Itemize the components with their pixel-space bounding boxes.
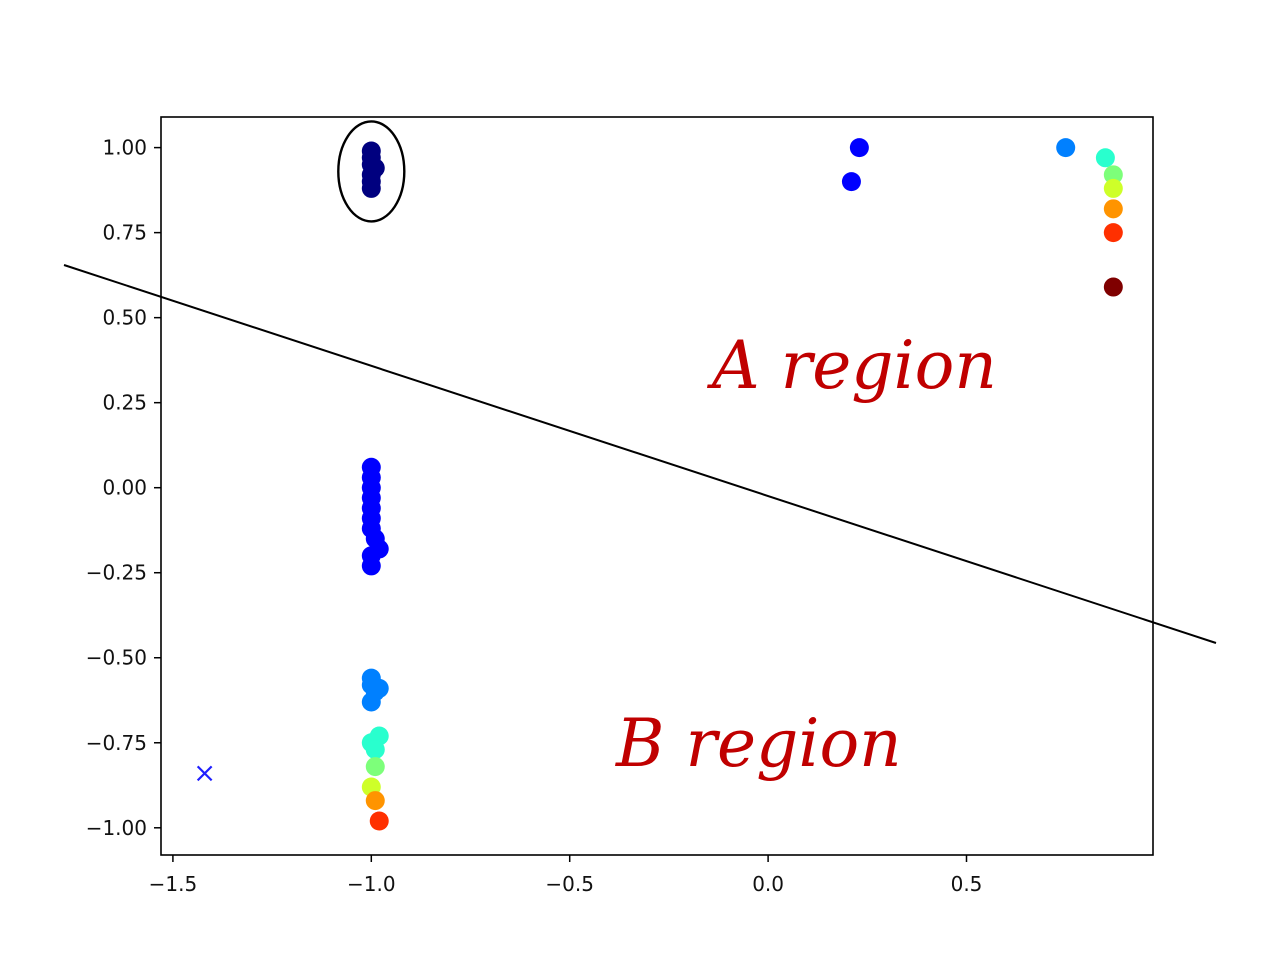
data-point [841,172,861,192]
data-point [1103,223,1123,243]
y-tick-label: 0.00 [102,476,147,500]
y-tick-label: 0.75 [102,221,147,245]
x-tick-label: −1.0 [347,872,396,896]
y-axis: 1.00 0.75 0.50 0.25 0.00 −0.25 −0.50 −0.75 −1.00 [86,136,161,840]
b-region-label: B region [615,705,902,782]
x-tick-label: 0.0 [752,872,784,896]
data-point [365,740,385,760]
data-point [1103,277,1123,297]
plot-frame [160,116,1154,856]
data-point [1103,199,1123,219]
y-tick-label: 0.50 [102,306,147,330]
data-point [1095,148,1115,168]
plot-area [161,117,1153,855]
data-point [361,556,381,576]
x-marker-stroke [196,765,213,782]
x-marker-layer [196,765,213,782]
y-tick-label: −0.50 [86,646,147,670]
data-points [361,138,1123,831]
a-region-label: A region [706,327,997,404]
x-tick-label: −1.5 [149,872,198,896]
y-tick-label: −0.25 [86,561,147,585]
data-point [1103,178,1123,198]
y-tick-label: −1.00 [86,816,147,840]
y-tick-label: 1.00 [102,136,147,160]
y-tick-label: −0.75 [86,731,147,755]
data-point [361,692,381,712]
data-point [1103,165,1123,185]
y-tick-label: 0.25 [102,391,147,415]
data-point [361,178,381,198]
data-point [365,757,385,777]
data-point [1056,138,1076,158]
x-tick-label: −0.5 [545,872,594,896]
x-tick-label: 0.5 [951,872,983,896]
data-point [365,791,385,811]
separator-line [63,264,1217,644]
data-point [369,811,389,831]
data-point [849,138,869,158]
x-axis: −1.5 −1.0 −0.5 0.0 0.5 [149,855,983,896]
hand-drawn-circle [337,120,406,223]
